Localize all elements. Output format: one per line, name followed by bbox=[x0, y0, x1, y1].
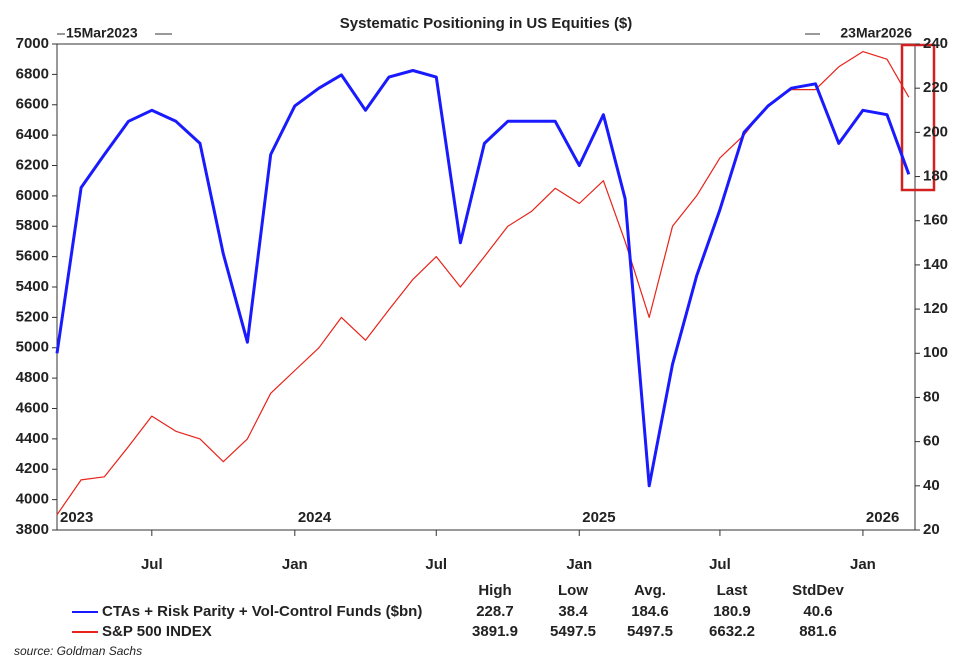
y2-tick-label: 180 bbox=[923, 168, 948, 185]
y2-tick-label: 60 bbox=[923, 433, 940, 450]
y-tick-label: 3800 bbox=[16, 521, 49, 538]
series-line bbox=[55, 69, 911, 488]
source: source: Goldman Sachs bbox=[14, 644, 142, 658]
y-tick-label: 5000 bbox=[16, 339, 49, 356]
y-tick-label: 4200 bbox=[16, 460, 49, 477]
stats-value: 3891.9 bbox=[472, 623, 518, 640]
legend-label: CTAs + Risk Parity + Vol-Control Funds (… bbox=[102, 603, 422, 620]
year-label: 2023 bbox=[60, 509, 93, 526]
stats-value: 38.4 bbox=[558, 603, 588, 620]
y-tick-label: 7000 bbox=[16, 35, 49, 52]
y-tick-label: 6800 bbox=[16, 65, 49, 82]
stats-value: 881.6 bbox=[799, 623, 837, 640]
y-tick-label: 5600 bbox=[16, 248, 49, 265]
y2-tick-label: 120 bbox=[923, 300, 948, 317]
y2-tick-label: 140 bbox=[923, 256, 948, 273]
series-line bbox=[56, 51, 910, 516]
x-tick-label: Jan bbox=[282, 556, 308, 573]
x-tick-label: Jul bbox=[141, 556, 163, 573]
chart-title: Systematic Positioning in US Equities ($… bbox=[340, 15, 633, 32]
y-tick-label: 6600 bbox=[16, 96, 49, 113]
stats-value: 228.7 bbox=[476, 603, 514, 620]
y-tick-label: 5800 bbox=[16, 217, 49, 234]
y-tick-label: 6400 bbox=[16, 126, 49, 143]
y2-tick-label: 160 bbox=[923, 212, 948, 229]
x-tick-label: Jul bbox=[709, 556, 731, 573]
stats-header: Avg. bbox=[634, 582, 666, 599]
y-tick-label: 5200 bbox=[16, 308, 49, 325]
stats-header: High bbox=[478, 582, 511, 599]
year-label: 2026 bbox=[866, 509, 899, 526]
legend-label: S&P 500 INDEX bbox=[102, 623, 212, 640]
year-label: 2025 bbox=[582, 509, 615, 526]
y-tick-label: 6200 bbox=[16, 156, 49, 173]
start-date: 15Mar2023 bbox=[66, 25, 138, 41]
y2-tick-label: 200 bbox=[923, 123, 948, 140]
y-tick-label: 4400 bbox=[16, 430, 49, 447]
stats-header: StdDev bbox=[792, 582, 844, 599]
y2-tick-label: 240 bbox=[923, 35, 948, 52]
end-date: 23Mar2026 bbox=[840, 25, 912, 41]
stats-value: 5497.5 bbox=[550, 623, 596, 640]
x-tick-label: Jul bbox=[425, 556, 447, 573]
x-tick-label: Jan bbox=[850, 556, 876, 573]
y-tick-label: 4000 bbox=[16, 491, 49, 508]
y2-tick-label: 80 bbox=[923, 388, 940, 405]
stats-value: 6632.2 bbox=[709, 623, 755, 640]
y-tick-label: 4600 bbox=[16, 399, 49, 416]
highlight-box bbox=[900, 43, 936, 192]
stats-value: 40.6 bbox=[803, 603, 832, 620]
stats-value: 5497.5 bbox=[627, 623, 673, 640]
stats-header: Last bbox=[717, 582, 748, 599]
stats-value: 184.6 bbox=[631, 603, 669, 620]
y2-tick-label: 20 bbox=[923, 521, 940, 538]
y2-tick-label: 220 bbox=[923, 79, 948, 96]
x-tick-label: Jan bbox=[566, 556, 592, 573]
y-tick-label: 6000 bbox=[16, 187, 49, 204]
y2-tick-label: 100 bbox=[923, 344, 948, 361]
stats-value: 180.9 bbox=[713, 603, 751, 620]
plot-frame bbox=[56, 43, 916, 531]
year-label: 2024 bbox=[298, 509, 332, 526]
y2-tick-label: 40 bbox=[923, 477, 940, 494]
y-tick-label: 4800 bbox=[16, 369, 49, 386]
stats-header: Low bbox=[558, 582, 588, 599]
y-tick-label: 5400 bbox=[16, 278, 49, 295]
